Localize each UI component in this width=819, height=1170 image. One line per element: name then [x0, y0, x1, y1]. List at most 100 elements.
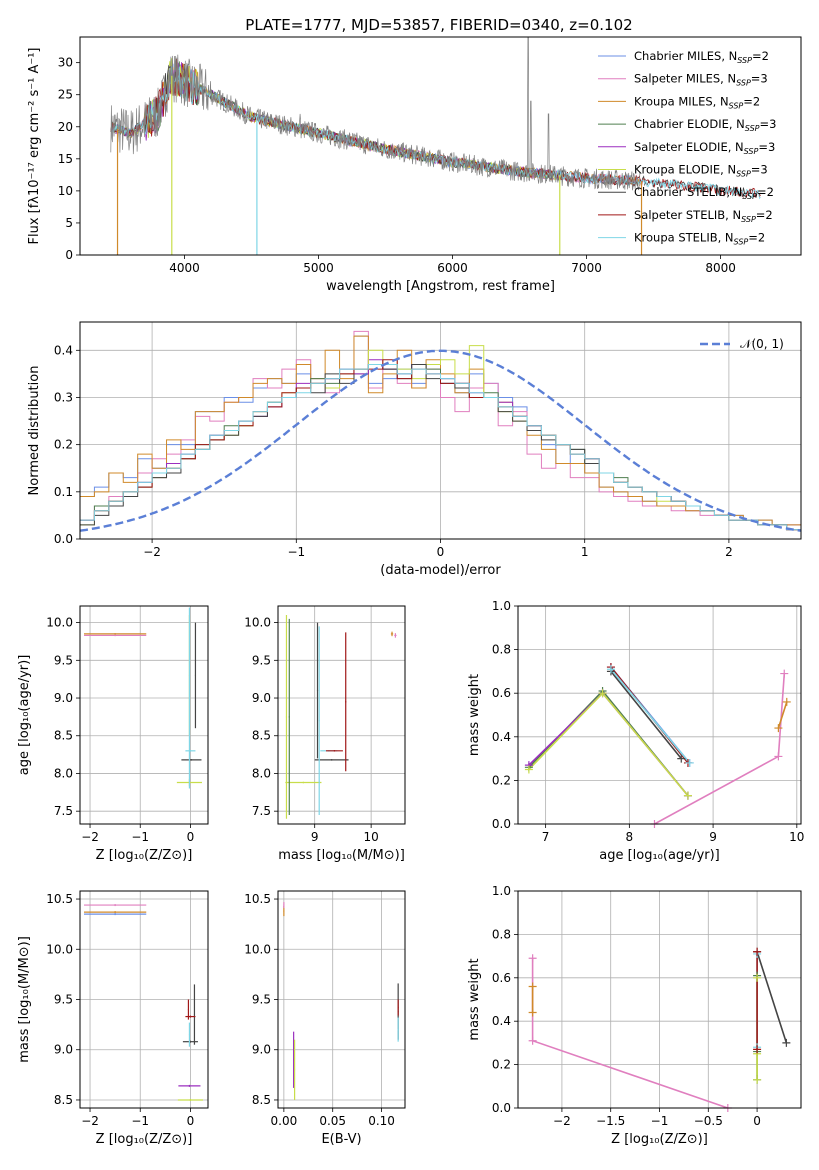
mass-vs-reddening-panel: 0.00 0.05 0.10 8.5 9.0 9.5 10.0 10.5 E(B-V) [244, 890, 406, 1147]
y-tick-label: 8.0 [54, 766, 73, 780]
x-axis-label: Z [log₁₀(Z/Z⊙)] [611, 1132, 708, 1147]
y-tick-label: 0.1 [54, 485, 73, 499]
mass-weight-marker [774, 752, 783, 761]
plot-area [84, 904, 203, 1101]
x-tick-label: 0 [753, 1114, 761, 1128]
x-tick-label: 8 [626, 830, 634, 844]
y-tick-label: 8.5 [54, 1093, 73, 1107]
mass-weight-marker [685, 758, 694, 767]
y-tick-label: 0.0 [492, 817, 511, 831]
x-tick-label: 1 [581, 545, 589, 559]
y-tick-label: 0.8 [492, 927, 511, 941]
y-tick-label: 0.8 [492, 643, 511, 657]
normal-distribution-curve [80, 349, 801, 532]
y-tick-label: 10.5 [46, 892, 73, 906]
y-tick-label: 10.0 [244, 616, 271, 630]
legend-entry: Kroupa ELODIE, NSSP=3 [634, 163, 768, 179]
x-tick-label: −1 [287, 545, 305, 559]
mass-weight-marker [683, 791, 692, 800]
y-tick-label: 25 [58, 88, 73, 102]
y-tick-label: 0.4 [492, 730, 511, 744]
plot-area [110, 37, 761, 255]
spectrum-panel: 4000 5000 6000 7000 8000 0 5 10 15 20 25 30 waveleng… [27, 36, 802, 294]
mass-weight-marker [780, 669, 789, 678]
y-tick-label: 0.6 [492, 686, 511, 700]
axes-frame [79, 321, 802, 540]
x-axis-label: mass [log₁₀(M/M⊙)] [278, 848, 405, 863]
plot-area [528, 666, 788, 824]
y-tick-label: 15 [58, 152, 73, 166]
axes-frame [277, 890, 406, 1109]
x-tick-label: −1.5 [596, 1114, 625, 1128]
x-tick-label: −2 [81, 1114, 99, 1128]
model-spectrum-line [110, 66, 761, 200]
x-axis-label: Z [log₁₀(Z/Z⊙)] [96, 848, 193, 863]
y-tick-label: 9.0 [252, 691, 271, 705]
mass-weight-line [777, 701, 788, 729]
x-tick-label: −1 [651, 1114, 669, 1128]
plot-area [84, 607, 202, 789]
x-tick-label: 0.05 [319, 1114, 346, 1128]
histogram-step-line [80, 335, 801, 539]
age-vs-mass-panel: 9 10 7.5 8.0 8.5 9.0 9.5 10.0 mass [log₁₀(M/M⊙)] [244, 605, 406, 863]
mass-weight-marker [598, 689, 607, 698]
y-tick-label: 5 [65, 216, 73, 230]
legend-entry: Chabrier MILES, NSSP=2 [634, 49, 769, 65]
y-tick-label: 9.5 [252, 993, 271, 1007]
mass-weight-marker [753, 1045, 762, 1054]
x-axis-label: wavelength [Angstrom, rest frame] [326, 279, 555, 294]
x-tick-label: 9 [311, 830, 319, 844]
mass-weight-marker [528, 982, 537, 991]
x-axis-label: E(B-V) [321, 1132, 361, 1147]
y-tick-label: 8.5 [54, 729, 73, 743]
y-tick-label: 7.5 [54, 804, 73, 818]
y-axis-label: age [log₁₀(age/yr)] [17, 655, 32, 776]
y-tick-label: 0.4 [54, 343, 73, 357]
y-axis-label: Normed distribution [27, 366, 42, 496]
y-tick-label: 1.0 [492, 884, 511, 898]
y-tick-label: 9.5 [252, 653, 271, 667]
y-tick-label: 10 [58, 184, 73, 198]
x-tick-label: 4000 [169, 261, 200, 275]
x-tick-label: −2 [553, 1114, 571, 1128]
x-tick-label: 7 [542, 830, 550, 844]
mass-weight-marker [774, 724, 783, 733]
mass-weight-line [610, 668, 691, 764]
plot-area [80, 330, 801, 539]
mass-weight-marker [753, 947, 762, 956]
axes-frame [79, 890, 209, 1109]
y-tick-label: 9.0 [54, 1043, 73, 1057]
x-axis-label: (data-model)/error [380, 563, 501, 578]
mass-weight-line [610, 670, 682, 760]
y-tick-label: 0.2 [54, 438, 73, 452]
y-axis-label: mass weight [467, 674, 482, 756]
mass-weight-marker [753, 1075, 762, 1084]
x-tick-label: 9 [709, 830, 717, 844]
x-tick-label: 2 [725, 545, 733, 559]
x-axis-label: Z [log₁₀(Z/Z⊙)] [96, 1132, 193, 1147]
legend-entry: Salpeter STELIB, NSSP=2 [634, 208, 773, 224]
x-axis-label: age [log₁₀(age/yr)] [599, 848, 720, 863]
x-tick-label: 7000 [571, 261, 602, 275]
y-tick-label: 9.0 [54, 691, 73, 705]
x-tick-label: 0 [187, 830, 195, 844]
mass-weight-marker [528, 954, 537, 963]
x-tick-label: 0.10 [368, 1114, 395, 1128]
plot-area [283, 902, 399, 1100]
mass-weight-marker [528, 1036, 537, 1045]
legend-entry: 𝒩(0, 1) [740, 337, 784, 351]
x-tick-label: 8000 [705, 261, 736, 275]
y-tick-label: 0 [65, 248, 73, 262]
legend-entry: Chabrier STELIB, NSSP=2 [634, 185, 774, 201]
legend-entry: Chabrier ELODIE, NSSP=3 [634, 117, 776, 133]
legend-entry: Salpeter ELODIE, NSSP=3 [634, 140, 775, 156]
y-tick-label: 9.5 [54, 653, 73, 667]
x-tick-label: −1 [131, 1114, 149, 1128]
spectrum-legend: Chabrier MILES, NSSP=2 Salpeter MILES, NS… [598, 49, 776, 247]
y-tick-label: 0.0 [54, 532, 73, 546]
legend-entry: Salpeter MILES, NSSP=3 [634, 72, 768, 88]
y-tick-label: 0.2 [492, 1058, 511, 1072]
y-tick-label: 30 [58, 56, 73, 70]
residual-histogram-panel: −2 −1 0 1 2 0.0 0.1 0.2 0.3 0.4 (data-model)/error… [27, 321, 802, 578]
